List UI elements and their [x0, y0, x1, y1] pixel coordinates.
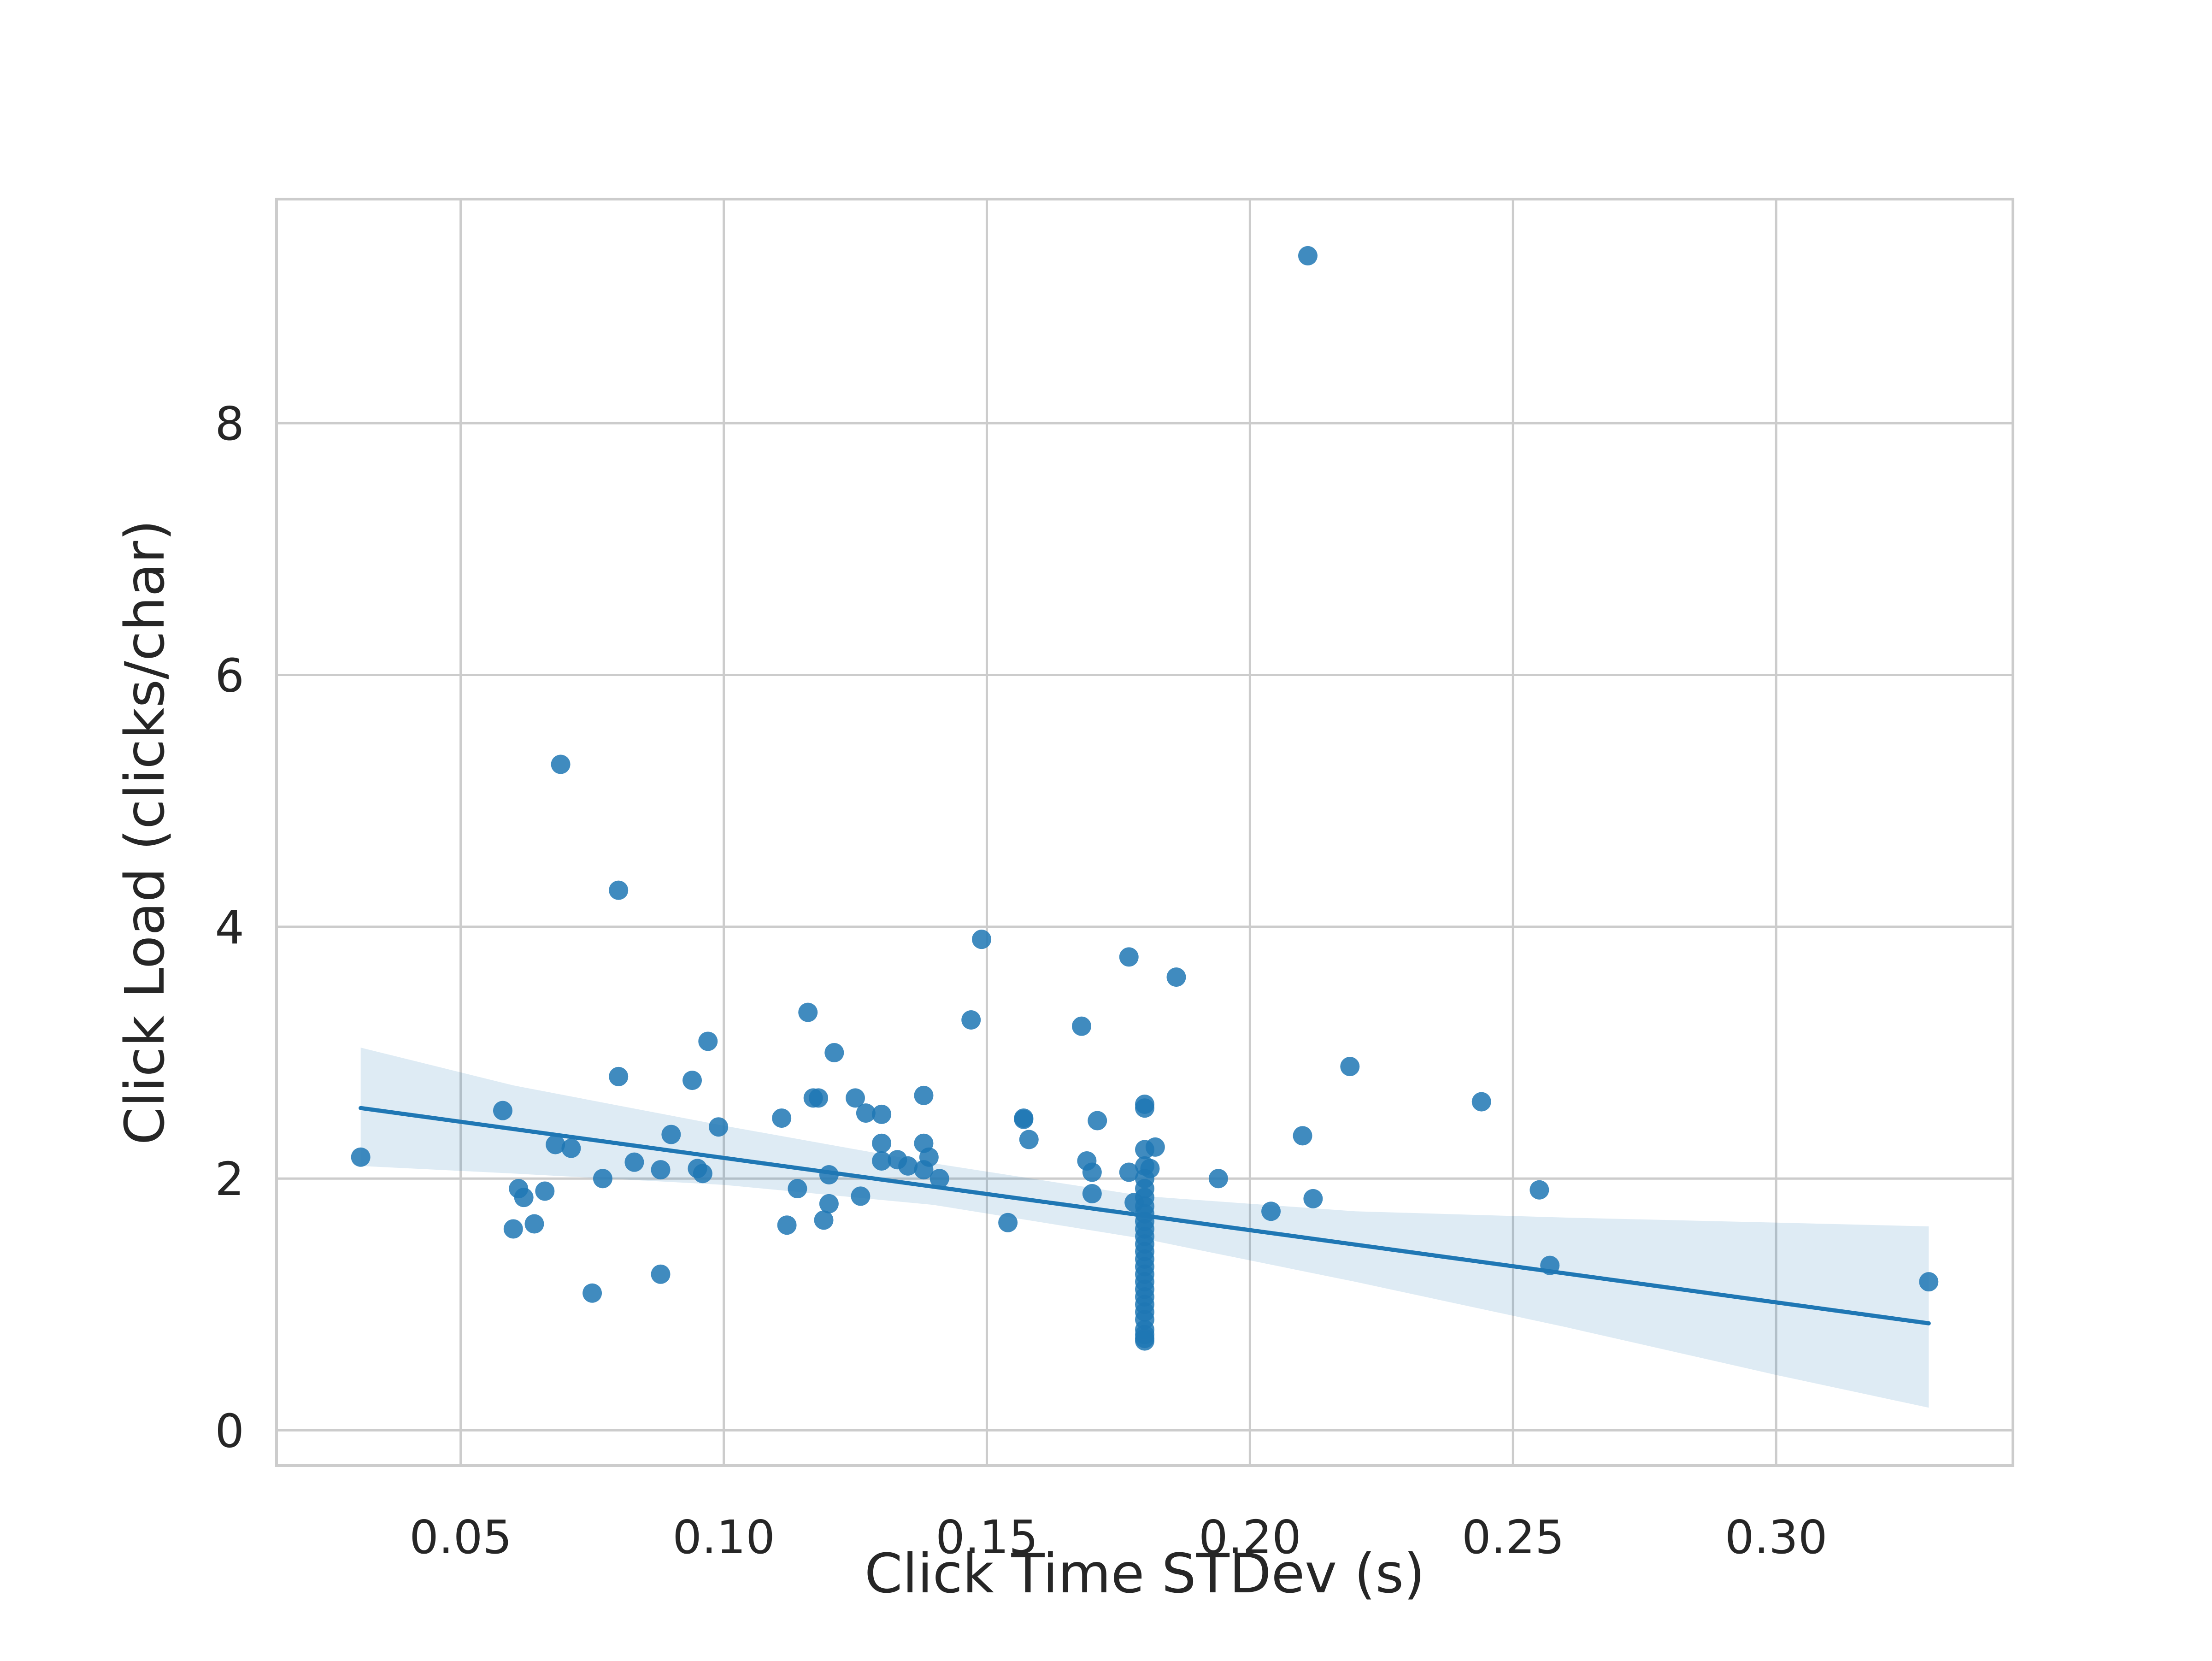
data-point: [693, 1164, 712, 1184]
data-point: [961, 1010, 981, 1030]
x-tick-label: 0.15: [935, 1510, 1038, 1564]
x-tick-label: 0.25: [1462, 1510, 1565, 1564]
y-tick-label: 0: [215, 1404, 244, 1458]
y-tick-label: 4: [215, 901, 244, 954]
data-point: [351, 1147, 371, 1167]
data-point: [798, 1002, 818, 1022]
data-point: [1071, 1016, 1091, 1036]
data-point: [1135, 1098, 1154, 1118]
data-point: [1340, 1057, 1360, 1077]
y-tick-label: 2: [215, 1152, 244, 1206]
data-point: [1119, 947, 1139, 967]
data-point: [1208, 1169, 1228, 1189]
data-point: [1140, 1159, 1160, 1178]
data-point: [930, 1169, 949, 1189]
regression-line: [359, 1106, 1931, 1325]
data-point: [851, 1186, 871, 1206]
data-points: [351, 246, 1939, 1351]
y-tick-label: 8: [215, 397, 244, 451]
data-point: [651, 1160, 671, 1180]
y-tick-label: 6: [215, 649, 244, 703]
data-point: [1014, 1109, 1034, 1129]
data-point: [824, 1043, 844, 1063]
data-point: [546, 1135, 565, 1154]
data-point: [651, 1264, 671, 1284]
data-point: [1019, 1130, 1039, 1149]
data-point: [809, 1088, 829, 1108]
regression-line-layer: [359, 1106, 1931, 1325]
data-point: [856, 1103, 876, 1123]
data-point: [1119, 1162, 1139, 1182]
plot-frame: [275, 198, 2014, 1467]
data-point: [1919, 1272, 1939, 1292]
data-point: [551, 754, 571, 774]
data-point: [624, 1152, 644, 1172]
x-tick-label: 0.05: [409, 1510, 512, 1564]
data-point: [661, 1125, 681, 1144]
data-point: [593, 1169, 612, 1189]
data-point: [972, 930, 992, 949]
data-point: [709, 1117, 729, 1137]
data-point: [914, 1085, 934, 1105]
data-point: [819, 1194, 839, 1213]
x-tick-label: 0.30: [1725, 1510, 1828, 1564]
data-point: [503, 1219, 523, 1239]
data-point: [898, 1156, 918, 1176]
data-point: [872, 1133, 892, 1153]
data-point: [1293, 1126, 1312, 1146]
data-point: [1530, 1180, 1549, 1200]
data-point: [493, 1101, 512, 1120]
data-point: [514, 1188, 534, 1207]
data-point: [1166, 967, 1186, 987]
data-point: [1135, 1331, 1154, 1351]
x-tick-labels: 0.05 0.10 0.15 0.20 0.25 0.30: [409, 1510, 1827, 1564]
data-point: [1298, 246, 1318, 265]
data-point: [1261, 1202, 1281, 1221]
x-tick-label: 0.10: [672, 1510, 775, 1564]
data-point: [998, 1213, 1018, 1232]
data-point: [788, 1179, 807, 1199]
data-point: [698, 1031, 718, 1051]
data-point: [582, 1283, 602, 1303]
data-point: [1088, 1111, 1107, 1131]
data-point: [777, 1215, 797, 1235]
grid-lines: [276, 199, 2013, 1466]
data-point: [872, 1104, 892, 1124]
data-point: [561, 1138, 581, 1158]
data-point: [1145, 1137, 1165, 1157]
y-tick-labels: 0 2 4 6 8: [215, 397, 244, 1458]
data-point: [1471, 1092, 1491, 1112]
data-point: [814, 1210, 834, 1230]
data-point: [1303, 1189, 1323, 1208]
data-point: [609, 1066, 629, 1086]
data-point: [772, 1108, 792, 1128]
x-axis-label: Click Time STDev (s): [865, 1542, 1425, 1605]
data-point: [1082, 1162, 1102, 1182]
data-point: [524, 1214, 544, 1234]
x-tick-label: 0.20: [1199, 1510, 1301, 1564]
data-point: [682, 1071, 702, 1090]
data-point: [872, 1151, 892, 1171]
y-axis-label: Click Load (clicks/char): [113, 520, 176, 1145]
data-point: [1082, 1184, 1102, 1203]
data-point: [535, 1181, 555, 1201]
data-point: [609, 880, 629, 900]
data-point: [919, 1147, 939, 1167]
data-point: [846, 1088, 865, 1108]
